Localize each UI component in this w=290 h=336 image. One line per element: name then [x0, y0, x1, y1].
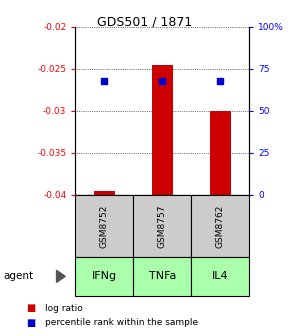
Text: percentile rank within the sample: percentile rank within the sample [45, 318, 198, 327]
Text: ■: ■ [26, 303, 35, 313]
Bar [94, 191, 115, 195]
Bar [210, 111, 231, 195]
Text: IFNg: IFNg [92, 271, 117, 281]
Text: GSM8762: GSM8762 [216, 204, 225, 248]
Text: agent: agent [3, 271, 33, 281]
Text: TNFa: TNFa [149, 271, 176, 281]
Text: GDS501 / 1871: GDS501 / 1871 [97, 15, 193, 28]
Bar [152, 65, 173, 195]
Text: IL4: IL4 [212, 271, 229, 281]
Text: GSM8757: GSM8757 [158, 204, 167, 248]
Text: ■: ■ [26, 318, 35, 328]
Text: GSM8752: GSM8752 [100, 204, 109, 248]
Text: log ratio: log ratio [45, 304, 83, 313]
